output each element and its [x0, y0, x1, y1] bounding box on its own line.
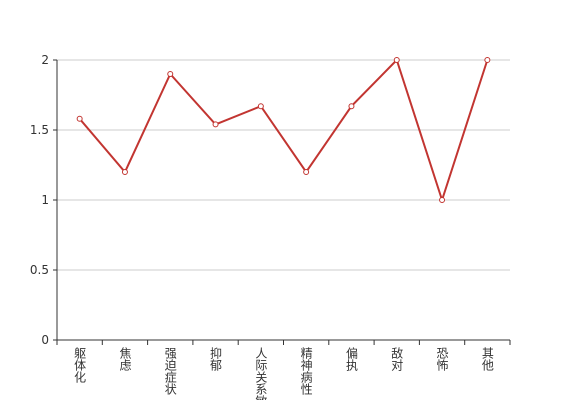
- point: [303, 169, 310, 175]
- point: [484, 57, 491, 63]
- point: [212, 121, 219, 128]
- y-tick-label: 2: [41, 53, 49, 67]
- point: [439, 197, 446, 203]
- x-tick-label: 精神病性: [299, 347, 313, 396]
- x-tick-label: 焦虑: [118, 347, 132, 371]
- x-tick-label: 抑郁: [209, 346, 223, 372]
- line: [78, 58, 489, 204]
- point: [348, 103, 355, 110]
- y-tick-label: 1: [41, 193, 49, 207]
- point: [167, 71, 174, 77]
- x-tick-label: 敌对: [390, 346, 404, 371]
- point: [393, 57, 400, 63]
- y-tick-label: 1.5: [30, 123, 49, 137]
- x-tick-label: 强迫症状: [163, 347, 177, 395]
- point: [257, 103, 264, 110]
- x-tick-label: 躯体化: [73, 346, 87, 384]
- x-tick-label: 恐怖: [435, 347, 449, 371]
- x-tick-label: 其他: [480, 347, 494, 371]
- point: [76, 115, 83, 122]
- y-tick-label: 0.5: [30, 263, 49, 277]
- x-tick-label: 人际关系敏感: [254, 347, 268, 400]
- x-tick-label: 偏执: [344, 346, 358, 372]
- y-tick-label: 0: [41, 333, 49, 347]
- point: [121, 169, 128, 175]
